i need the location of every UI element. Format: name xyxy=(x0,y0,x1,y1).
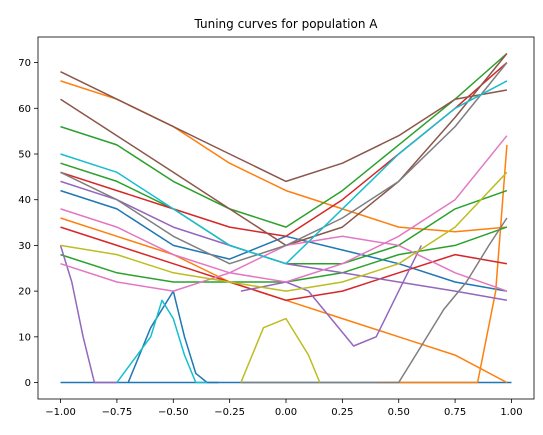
y-tick-label: 60 xyxy=(18,104,31,115)
series-line-6 xyxy=(60,52,508,228)
y-tick-label: 40 xyxy=(18,195,31,206)
plot-frame xyxy=(37,36,535,400)
series-line-2 xyxy=(127,290,219,384)
series-line-12 xyxy=(59,245,117,384)
y-tick-label: 0 xyxy=(25,378,31,389)
y-tick-label: 70 xyxy=(18,58,31,69)
y-axis: 0 10 20 30 40 50 60 70 xyxy=(18,58,38,389)
x-axis: −1.00 −0.75 −0.50 −0.25 0.00 0.25 0.50 0.75 1.00 xyxy=(45,399,523,418)
x-tick-label: −0.50 xyxy=(158,407,189,418)
series-line-20 xyxy=(60,171,508,292)
series-line-13 xyxy=(240,245,422,347)
series-line-19 xyxy=(240,217,508,384)
series-layer xyxy=(59,52,512,384)
x-tick-label: 1.00 xyxy=(500,407,522,418)
x-tick-label: 0.00 xyxy=(275,407,297,418)
x-tick-label: −0.25 xyxy=(214,407,245,418)
y-tick-label: 50 xyxy=(18,150,31,161)
series-line-18 xyxy=(60,62,508,265)
series-line-21 xyxy=(240,317,321,383)
y-tick-label: 30 xyxy=(18,241,31,252)
series-line-16 xyxy=(60,135,508,283)
x-tick-label: 0.75 xyxy=(444,407,466,418)
y-tick-label: 20 xyxy=(18,287,31,298)
x-tick-label: 0.50 xyxy=(388,407,410,418)
chart-title: Tuning curves for population A xyxy=(194,17,379,31)
x-tick-label: −0.75 xyxy=(102,407,133,418)
series-line-14 xyxy=(60,71,508,183)
series-line-23 xyxy=(116,299,208,384)
series-line-22 xyxy=(60,80,508,265)
x-tick-label: −1.00 xyxy=(45,407,76,418)
y-tick-label: 10 xyxy=(18,332,31,343)
x-tick-label: 0.25 xyxy=(331,407,353,418)
series-line-10 xyxy=(60,226,508,302)
